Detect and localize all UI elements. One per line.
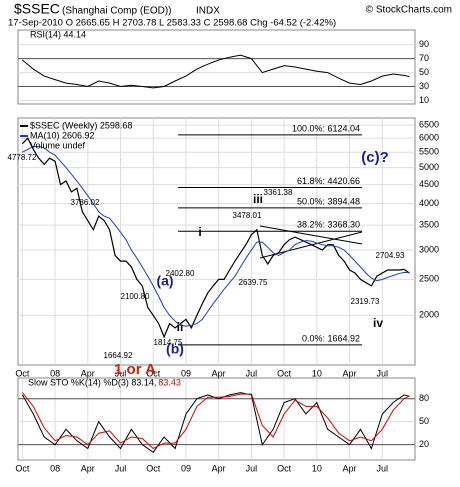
y-tick-label: 20 — [419, 439, 429, 449]
fib-label: 0.0%: 1664.92 — [302, 333, 360, 343]
annotation: 2402.80 — [166, 269, 195, 278]
x-tick-label: Oct — [277, 368, 292, 378]
legend-entry: MA(10) 2606.92 — [30, 130, 95, 140]
exchange: INDX — [196, 6, 220, 17]
legend-entry: Slow STO %K(14) %D(3) 83.14, — [28, 377, 156, 387]
x-tick-label: Oct — [146, 463, 161, 473]
y-tick-label: 2500 — [419, 274, 439, 284]
x-tick-label: Oct — [15, 368, 30, 378]
legend-note: Volume undef — [30, 140, 86, 150]
fib-label: 61.8%: 4420.66 — [297, 176, 360, 186]
y-tick-label: 70 — [419, 53, 429, 63]
y-tick-label: 5500 — [419, 147, 439, 157]
x-tick-label: Jul — [246, 368, 258, 378]
annotation: 2704.93 — [376, 251, 405, 260]
series-line — [22, 392, 410, 450]
y-tick-label: 50 — [419, 416, 429, 426]
x-tick-label: Oct — [277, 463, 292, 473]
annotation: 3786.02 — [71, 198, 100, 207]
annotation: 2639.75 — [239, 278, 268, 287]
series-line — [21, 137, 410, 339]
y-tick-label: 30 — [419, 81, 429, 91]
series-line — [21, 392, 410, 453]
y-tick-label: 5000 — [419, 162, 439, 172]
y-tick-label: 50 — [419, 67, 429, 77]
legend-entry: RSI(14) 44.14 — [30, 29, 86, 39]
annotation: iii — [253, 192, 263, 206]
x-tick-label: Apr — [81, 368, 95, 378]
x-tick-label: Apr — [81, 463, 95, 473]
annotation: (a) — [156, 273, 173, 289]
annotation: 1 or A — [114, 361, 156, 378]
x-tick-label: 10 — [312, 368, 322, 378]
x-tick-label: 08 — [50, 463, 60, 473]
panel — [17, 29, 416, 105]
credit: © StockCharts.com — [366, 5, 452, 16]
x-tick-label: 08 — [50, 368, 60, 378]
fib-label: 50.0%: 3894.48 — [297, 196, 360, 206]
annotation: ii — [177, 320, 184, 334]
x-tick-label: Oct — [15, 463, 30, 473]
annotation: (c)? — [361, 149, 389, 166]
x-tick-label: Oct — [146, 368, 161, 378]
legend-entry: 83.43 — [158, 377, 181, 387]
annotation: 3361.38 — [264, 188, 293, 197]
name: (Shanghai Comp (EOD)) — [62, 6, 171, 17]
y-tick-label: 10 — [419, 95, 429, 105]
x-tick-label: Apr — [343, 463, 357, 473]
annotation: (b) — [166, 341, 184, 357]
panel — [17, 377, 416, 461]
x-tick-label: Jul — [377, 463, 389, 473]
quote: 17-Sep-2010 O 2665.65 H 2703.78 L 2583.3… — [8, 18, 336, 29]
trend-line — [259, 225, 363, 245]
annotation: i — [198, 225, 201, 239]
series-line — [22, 146, 410, 327]
x-tick-label: Apr — [212, 368, 226, 378]
y-tick-label: 3500 — [419, 219, 439, 229]
fib-label: 100.0%: 6124.04 — [292, 123, 360, 133]
annotation: 2100.80 — [121, 292, 150, 301]
annotation: 3478.01 — [233, 211, 262, 220]
annotation: 1664.92 — [104, 351, 133, 360]
legend-entry: $SSEC (Weekly) 2598.68 — [30, 120, 132, 130]
x-tick-label: Jul — [377, 368, 389, 378]
x-tick-label: Jul — [115, 463, 127, 473]
y-tick-label: 6500 — [419, 120, 439, 130]
x-tick-label: Apr — [343, 368, 357, 378]
annotation: 1814.75 — [154, 338, 183, 347]
fib-label: 38.2%: 3368.30 — [297, 220, 360, 230]
y-tick-label: 6000 — [419, 133, 439, 143]
x-tick-label: 09 — [181, 368, 191, 378]
series-line — [22, 54, 410, 89]
annotation: iv — [373, 316, 383, 330]
y-tick-label: 4000 — [419, 198, 439, 208]
x-tick-label: 10 — [312, 463, 322, 473]
y-tick-label: 80 — [419, 393, 429, 403]
x-tick-label: 09 — [181, 463, 191, 473]
symbol: $SSEC — [14, 1, 60, 17]
panel — [17, 117, 416, 366]
y-tick-label: 2000 — [419, 310, 439, 320]
annotation: 4778.72 — [8, 153, 37, 162]
annotation: 2319.73 — [351, 297, 380, 306]
y-tick-label: 3000 — [419, 244, 439, 254]
y-tick-label: 4500 — [419, 179, 439, 189]
x-tick-label: Apr — [212, 463, 226, 473]
y-tick-label: 90 — [419, 39, 429, 49]
x-tick-label: Jul — [246, 463, 258, 473]
x-tick-label: Jul — [115, 368, 127, 378]
